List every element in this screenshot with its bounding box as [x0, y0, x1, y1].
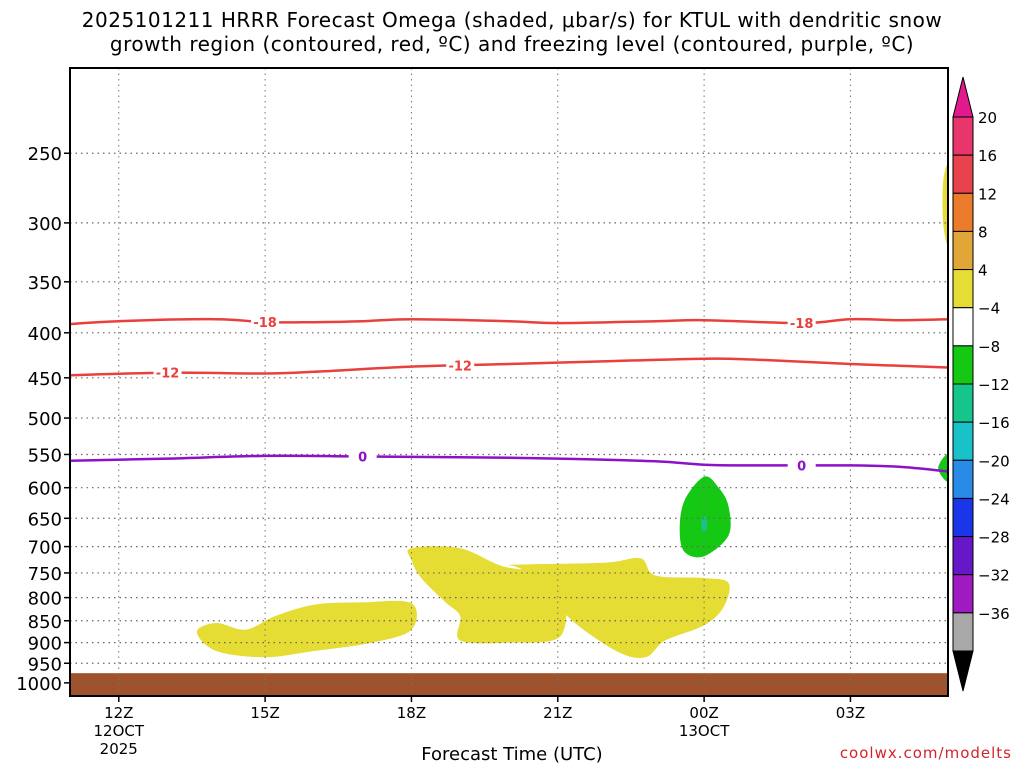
contour-label-bg [251, 315, 280, 330]
x-tick-label-18Z: 18Z [397, 704, 426, 722]
chart-title: 2025101211 HRRR Forecast Omega (shaded, … [0, 8, 1024, 56]
colorbar-segment-10 [952, 459, 974, 499]
contour-label--12-1: -12 [156, 367, 180, 382]
colorbar-label-13: −32 [978, 567, 1010, 585]
contour-label-0-1: 0 [358, 451, 367, 466]
colorbar-segment-12 [952, 536, 974, 576]
contour-line--12 [70, 357, 948, 377]
colorbar-segment-2 [952, 154, 974, 194]
y-tick-label-650: 650 [28, 509, 62, 530]
contour-label-bg [446, 358, 475, 373]
omega-shaded-region-6 [938, 454, 948, 482]
x-tick-date-00Z: 13OCT [679, 722, 730, 740]
colorbar-label-11: −24 [978, 490, 1010, 508]
colorbar-segment-7 [952, 345, 974, 385]
y-tick-label-950: 950 [28, 654, 62, 675]
colorbar-label-1: 20 [978, 109, 997, 127]
title-line-2: growth region (contoured, red, ºC) and f… [109, 32, 915, 56]
x-tick-label-00Z: 00Z [689, 704, 718, 722]
contour-layer: -18 -18 -12 -12 0 0 [70, 315, 948, 474]
contour-label--18-2: -18 [790, 317, 814, 332]
colorbar-label-7: −8 [978, 338, 1000, 356]
colorbar-segment-1 [952, 116, 974, 156]
x-axis-label: Forecast Time (UTC) [421, 744, 603, 765]
colorbar-segment-6 [952, 307, 974, 347]
omega-core-marker [701, 516, 708, 533]
colorbar-label-8: −12 [978, 376, 1010, 394]
contour-label-bg [153, 365, 182, 380]
y-tick-label-500: 500 [28, 409, 62, 430]
title-line-1: 2025101211 HRRR Forecast Omega (shaded, … [81, 8, 943, 32]
y-tick-label-1000: 1000 [16, 674, 62, 695]
colorbar-bottom-arrow [952, 650, 974, 692]
omega-shaded-region-1 [196, 600, 417, 658]
colorbar-segment-13 [952, 574, 974, 614]
colorbar-label-14: −36 [978, 605, 1010, 623]
x-tick-label-21Z: 21Z [543, 704, 572, 722]
colorbar-label-12: −28 [978, 529, 1010, 547]
y-tick-label-750: 750 [28, 564, 62, 585]
contour-label-0-2: 0 [797, 459, 806, 474]
omega-shaded-region-2 [407, 546, 578, 644]
colorbar-label-6: −4 [978, 300, 1000, 318]
y-tick-label-250: 250 [28, 144, 62, 165]
y-tick-label-400: 400 [28, 324, 62, 345]
x-tick-label-15Z: 15Z [250, 704, 279, 722]
colorbar-segment-8 [952, 383, 974, 423]
colorbar-segment-4 [952, 230, 974, 271]
colorbar-segment-14 [952, 612, 974, 652]
y-tick-label-600: 600 [28, 479, 62, 500]
colorbar-label-5: 4 [978, 262, 988, 280]
colorbar-label-10: −20 [978, 452, 1010, 470]
x-tick-date-12Z: 12OCT [94, 722, 145, 740]
shaded-omega-layer [196, 165, 948, 658]
colorbar-segment-9 [952, 421, 974, 461]
colorbar: 20 16 12 8 4 −4 −8 −12 −16 −20 −24 −28 −32 −36 [952, 76, 1010, 692]
omega-shaded-region-5 [942, 165, 948, 244]
y-tick-label-700: 700 [28, 538, 62, 559]
contour-label-bg [348, 449, 377, 464]
contour-line-0 [70, 454, 948, 473]
x-tick-label-03Z: 03Z [836, 704, 865, 722]
colorbar-label-2: 16 [978, 147, 997, 165]
y-tick-label-550: 550 [28, 445, 62, 466]
colorbar-segment-11 [952, 497, 974, 538]
x-tick-year-12Z: 2025 [100, 740, 138, 758]
contour-line--18 [70, 317, 948, 326]
colorbar-top-arrow [952, 76, 974, 118]
terrain-layer [70, 673, 948, 696]
y-tick-label-800: 800 [28, 589, 62, 610]
contour-label--12-2: -12 [448, 359, 472, 374]
contour-label--18-1: -18 [253, 316, 277, 331]
colorbar-segment-3 [952, 192, 974, 232]
y-tick-label-300: 300 [28, 214, 62, 235]
y-tick-label-900: 900 [28, 634, 62, 655]
colorbar-segment-5 [952, 269, 974, 309]
contour-label-bg [787, 316, 816, 331]
omega-shaded-region-3 [508, 557, 730, 658]
y-tick-label-350: 350 [28, 273, 62, 294]
colorbar-label-3: 12 [978, 185, 997, 203]
x-tick-label-12Z: 12Z [104, 704, 133, 722]
terrain-surface [70, 673, 948, 696]
axes-layer: 2503003504004505005506006507007508008509… [16, 67, 949, 758]
plot-frame [69, 67, 949, 697]
colorbar-label-4: 8 [978, 223, 988, 241]
y-tick-label-450: 450 [28, 369, 62, 390]
grid-layer [70, 68, 948, 696]
contour-label-bg [787, 458, 816, 473]
colorbar-label-9: −16 [978, 414, 1010, 432]
watermark-text: coolwx.com/modelts [839, 744, 1012, 762]
y-tick-label-850: 850 [28, 612, 62, 633]
